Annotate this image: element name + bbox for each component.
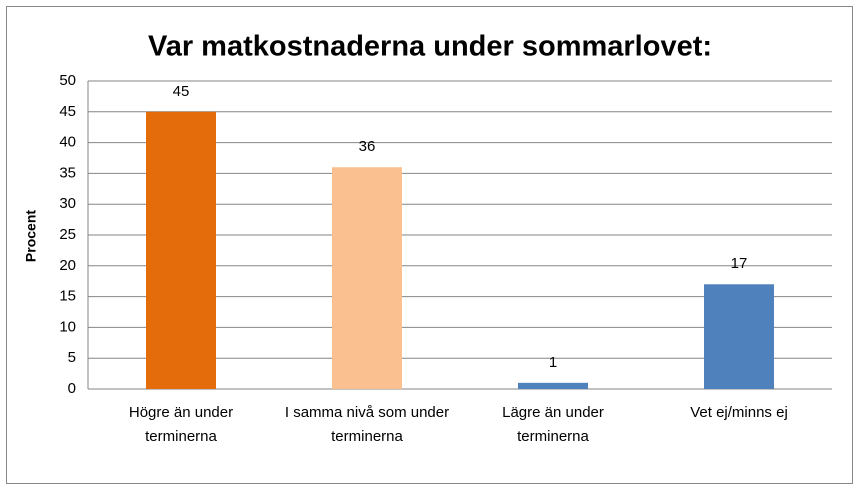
- y-axis-label: Procent: [23, 210, 39, 262]
- data-label: 36: [359, 138, 376, 155]
- bar: [146, 111, 216, 390]
- y-tick-label: 45: [59, 103, 76, 120]
- y-tick-label: 50: [59, 72, 76, 89]
- x-tick-label: Vet ej/minns ej: [690, 404, 788, 421]
- x-tick-label-box: Vet ej/minns ej: [690, 404, 788, 421]
- y-tick-label: 10: [59, 318, 76, 335]
- x-tick-label-box: Lägre än under terminerna: [502, 404, 604, 445]
- bar: [332, 167, 402, 389]
- x-tick-label: Lägre än under terminerna: [502, 404, 604, 445]
- y-tick-label: 25: [59, 226, 76, 243]
- x-tick-label-box: Högre än under terminerna: [128, 404, 234, 445]
- x-tick-label: I samma nivå som under terminerna: [284, 404, 450, 445]
- y-tick-label: 0: [68, 380, 76, 397]
- y-tick-label: 15: [59, 288, 76, 305]
- chart-title: Var matkostnaderna under sommarlovet:: [148, 31, 712, 63]
- bar: [704, 284, 774, 389]
- bar: [518, 382, 588, 389]
- y-tick-label: 20: [59, 257, 76, 274]
- y-tick-label: 30: [59, 195, 76, 212]
- y-tick-label: 5: [68, 349, 76, 366]
- x-tick-label-box: I samma nivå som under terminerna: [284, 404, 450, 445]
- y-tick-label: 35: [59, 164, 76, 181]
- data-label: 45: [173, 83, 190, 100]
- x-tick-label: Högre än under terminerna: [128, 404, 234, 445]
- data-label: 17: [731, 255, 748, 272]
- y-tick-label: 40: [59, 134, 76, 151]
- data-label: 1: [549, 354, 557, 371]
